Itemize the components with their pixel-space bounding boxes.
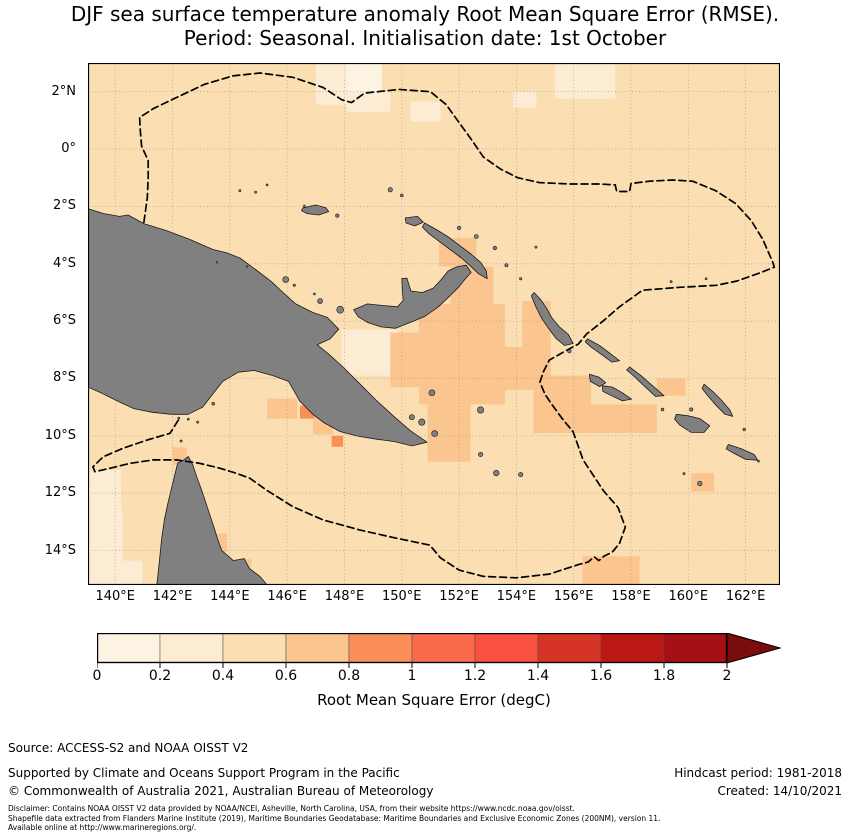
land-choiseul bbox=[584, 338, 620, 363]
x-tick-label: 154°E bbox=[496, 589, 537, 604]
x-axis-labels: 140°E 142°E 144°E 146°E 148°E 150°E 152°E 154°E… bbox=[88, 589, 780, 607]
land-new-hanover bbox=[404, 215, 424, 227]
title-line-2: Period: Seasonal. Initialisation date: 1… bbox=[183, 26, 667, 50]
map-canvas bbox=[88, 63, 780, 585]
x-tick-label: 152°E bbox=[439, 589, 479, 604]
land-manus bbox=[301, 204, 330, 216]
y-tick-label: 4°S bbox=[52, 255, 76, 271]
footer-disclaimer: Disclaimer: Contains NOAA OISST V2 data … bbox=[8, 804, 660, 833]
disclaimer-line-3: Available online at http://www.marinereg… bbox=[8, 823, 197, 832]
land-new-georgia-west bbox=[588, 373, 607, 387]
x-tick-label: 150°E bbox=[381, 589, 422, 604]
footer-source: Source: ACCESS-S2 and NOAA OISST V2 bbox=[8, 741, 249, 755]
land-new-ireland bbox=[421, 222, 488, 280]
y-axis-labels: 2°N 0° 2°S 4°S 6°S 8°S 10°S 12°S 14°S bbox=[0, 0, 82, 600]
colorbar-tick-label: 1.4 bbox=[526, 668, 550, 684]
colorbar bbox=[96, 632, 783, 669]
colorbar-segments bbox=[96, 632, 728, 664]
colorbar-tick-label: 0 bbox=[92, 668, 102, 684]
colorbar-tick-label: 1.2 bbox=[463, 668, 487, 684]
y-tick-label: 2°N bbox=[51, 83, 77, 99]
colorbar-tick-label: 1.8 bbox=[652, 668, 676, 684]
colorbar-tick-label: 0.6 bbox=[274, 668, 298, 684]
y-tick-label: 6°S bbox=[52, 313, 76, 329]
rmse-patches bbox=[88, 63, 715, 585]
footer-copyright: © Commonwealth of Australia 2021, Austra… bbox=[8, 784, 434, 798]
colorbar-canvas bbox=[96, 632, 782, 668]
footer-created-date: Created: 14/10/2021 bbox=[717, 784, 842, 798]
footer-supported: Supported by Climate and Oceans Support … bbox=[8, 766, 400, 780]
x-tick-label: 160°E bbox=[668, 589, 709, 604]
x-tick-label: 144°E bbox=[210, 589, 250, 604]
eez-boundary bbox=[92, 72, 776, 579]
colorbar-tick-label: 0.2 bbox=[148, 668, 172, 684]
land-guadalcanal bbox=[674, 413, 711, 433]
land-santa-isabel bbox=[626, 366, 665, 397]
page-title: DJF sea surface temperature anomaly Root… bbox=[0, 2, 850, 50]
map bbox=[88, 63, 780, 585]
land-cape-york bbox=[156, 456, 268, 585]
y-tick-label: 0° bbox=[61, 141, 76, 157]
map-frame bbox=[88, 63, 780, 585]
colorbar-tick-labels: 0 0.2 0.4 0.6 0.8 1 1.2 1.4 1.6 1.8 2 bbox=[93, 668, 781, 684]
land-malaita bbox=[701, 383, 734, 417]
y-tick-label: 12°S bbox=[44, 485, 76, 501]
land-bougainville bbox=[530, 292, 574, 346]
x-tick-label: 162°E bbox=[725, 589, 766, 604]
x-tick-label: 148°E bbox=[324, 589, 365, 604]
colorbar-extend-arrow bbox=[726, 632, 782, 664]
disclaimer-line-2: Shapefile data extracted from Flanders M… bbox=[8, 813, 661, 823]
colorbar-tick-label: 1.6 bbox=[589, 668, 613, 684]
y-tick-label: 2°S bbox=[52, 198, 76, 214]
x-tick-label: 142°E bbox=[152, 589, 193, 604]
colorbar-tick-label: 1 bbox=[407, 668, 417, 684]
y-tick-label: 8°S bbox=[52, 370, 76, 386]
x-tick-label: 140°E bbox=[95, 589, 135, 604]
x-tick-label: 156°E bbox=[553, 589, 594, 604]
colorbar-tick-label: 2 bbox=[722, 668, 732, 684]
land-new-britain bbox=[353, 264, 472, 329]
y-tick-label: 14°S bbox=[44, 542, 76, 558]
x-tick-label: 158°E bbox=[611, 589, 651, 604]
land-new-georgia bbox=[601, 385, 632, 402]
disclaimer-line-1: Disclaimer: Contains NOAA OISST V2 data … bbox=[8, 804, 575, 813]
colorbar-tick-label: 0.4 bbox=[211, 668, 235, 684]
colorbar-tick-label: 0.8 bbox=[337, 668, 361, 684]
title-line-1: DJF sea surface temperature anomaly Root… bbox=[70, 2, 780, 26]
footer-hindcast-period: Hindcast period: 1981-2018 bbox=[674, 766, 842, 780]
colorbar-ticks bbox=[96, 663, 728, 668]
land-makira bbox=[725, 444, 758, 461]
colorbar-label: Root Mean Square Error (degC) bbox=[317, 691, 551, 709]
y-tick-label: 10°S bbox=[44, 427, 76, 443]
x-tick-label: 146°E bbox=[267, 589, 307, 604]
